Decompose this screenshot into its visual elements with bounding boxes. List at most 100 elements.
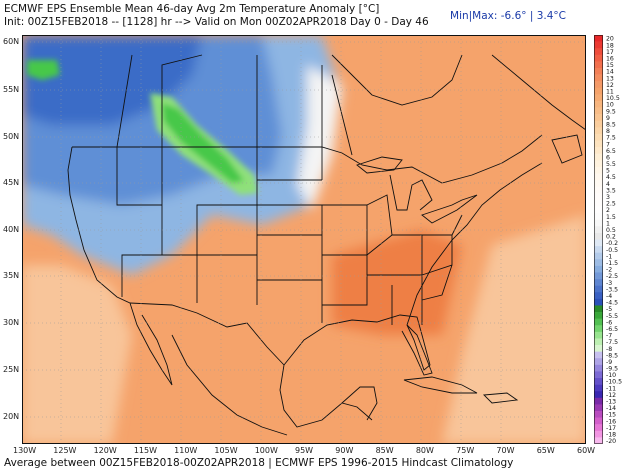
legend-swatch	[594, 417, 603, 425]
legend-swatch	[594, 48, 603, 56]
legend-swatch	[594, 404, 603, 412]
legend-label: 13	[606, 75, 614, 82]
legend-swatch	[594, 206, 603, 214]
footer-note: Average between 00Z15FEB2018-00Z02APR201…	[4, 457, 514, 469]
legend-swatch	[594, 140, 603, 148]
great-lakes-erie-ontario	[421, 194, 478, 224]
legend-swatch	[594, 100, 603, 108]
neutral-strip	[297, 65, 342, 210]
legend-label: -5.5	[606, 313, 618, 320]
legend-swatch	[594, 384, 603, 392]
legend-label: -9	[606, 359, 612, 366]
lon-label: 70W	[496, 446, 515, 455]
legend-label: -7	[606, 333, 612, 340]
legend-label: 20	[606, 36, 614, 43]
us-mexico-border	[129, 302, 285, 366]
legend-swatch	[594, 252, 603, 260]
legend-swatch	[594, 364, 603, 372]
legend-swatch	[594, 265, 603, 273]
legend-swatch	[594, 61, 603, 69]
legend-swatch	[594, 292, 603, 300]
legend-swatch	[594, 239, 603, 247]
lat-label: 50N	[3, 132, 20, 141]
legend-swatch	[594, 41, 603, 49]
legend-label: 0.2	[606, 234, 616, 241]
political-boundaries	[67, 54, 586, 436]
lon-label: 65W	[536, 446, 555, 455]
legend-label: -17	[606, 425, 616, 432]
legend-label: -15	[606, 412, 616, 419]
lon-label: 100W	[254, 446, 278, 455]
legend-label: -18	[606, 432, 616, 439]
temperature-anomaly-map	[22, 35, 586, 444]
legend-swatch	[594, 397, 603, 405]
lat-label: 25N	[3, 365, 20, 374]
legend-label: -12	[606, 392, 616, 399]
legend-label: -8	[606, 346, 612, 353]
legend-label: 6	[606, 154, 610, 161]
green-anomaly-core	[162, 103, 244, 183]
legend-label: 8	[606, 128, 610, 135]
legend-label: 16	[606, 55, 614, 62]
legend-label: 11	[606, 88, 614, 95]
legend-label: -0.5	[606, 247, 618, 254]
lon-label: 90W	[335, 446, 354, 455]
legend-label: 1.5	[606, 214, 616, 221]
lat-label: 55N	[3, 85, 20, 94]
legend-swatch	[594, 259, 603, 267]
legend-swatch	[594, 305, 603, 313]
legend-swatch	[594, 378, 603, 385]
legend-swatch	[594, 213, 603, 221]
legend-swatch	[594, 35, 603, 42]
legend-swatch	[594, 193, 603, 201]
legend-label: 6.5	[606, 148, 616, 155]
legend-label: -9.5	[606, 366, 618, 373]
legend-label: -11	[606, 385, 616, 392]
legend-label: -6.5	[606, 326, 618, 333]
graticule	[22, 35, 586, 444]
legend-swatch	[594, 54, 603, 62]
lon-label: 85W	[375, 446, 394, 455]
legend-swatch	[594, 331, 603, 339]
lon-label: 60W	[577, 446, 596, 455]
legend-swatch	[594, 199, 603, 207]
legend-swatch	[594, 107, 603, 115]
southeast-warm-strong	[332, 230, 462, 335]
legend-label: 8.5	[606, 121, 616, 128]
lon-label: 130W	[13, 446, 37, 455]
legend-label: -10	[606, 372, 616, 379]
legend-swatch	[594, 411, 603, 418]
lat-label: 35N	[3, 271, 20, 280]
legend-label: 4.5	[606, 174, 616, 181]
legend-label: 7.5	[606, 135, 616, 142]
state-lines-west	[116, 147, 258, 305]
legend-label: 3	[606, 194, 610, 201]
lat-label: 40N	[3, 225, 20, 234]
legend-swatch	[594, 74, 603, 82]
legend-label: 10	[606, 102, 614, 109]
legend-label: 2.5	[606, 201, 616, 208]
legend-swatch	[594, 318, 603, 326]
legend-swatch	[594, 232, 603, 240]
legend-swatch	[594, 424, 603, 432]
legend-label: 18	[606, 42, 614, 49]
legend-label: -2	[606, 267, 612, 274]
legend-swatch	[594, 338, 603, 346]
lat-label: 30N	[3, 318, 20, 327]
legend-label: 15	[606, 62, 614, 69]
legend-label: 4	[606, 181, 610, 188]
legend-label: -8.5	[606, 352, 618, 359]
legend-swatch	[594, 180, 603, 188]
legend-swatch	[594, 166, 603, 174]
legend-label: -10.5	[606, 379, 622, 386]
legend-swatch	[594, 120, 603, 128]
legend-swatch	[594, 430, 603, 438]
legend-swatch	[594, 173, 603, 181]
legend-label: 7	[606, 141, 610, 148]
lon-label: 95W	[295, 446, 314, 455]
legend-label: 3.5	[606, 187, 616, 194]
init-valid-line: Init: 00Z15FEB2018 -- [1128] hr --> Vali…	[4, 16, 429, 28]
legend-label: -4.5	[606, 300, 618, 307]
baja-peninsula	[129, 302, 173, 386]
green-anomaly-west	[27, 60, 60, 80]
